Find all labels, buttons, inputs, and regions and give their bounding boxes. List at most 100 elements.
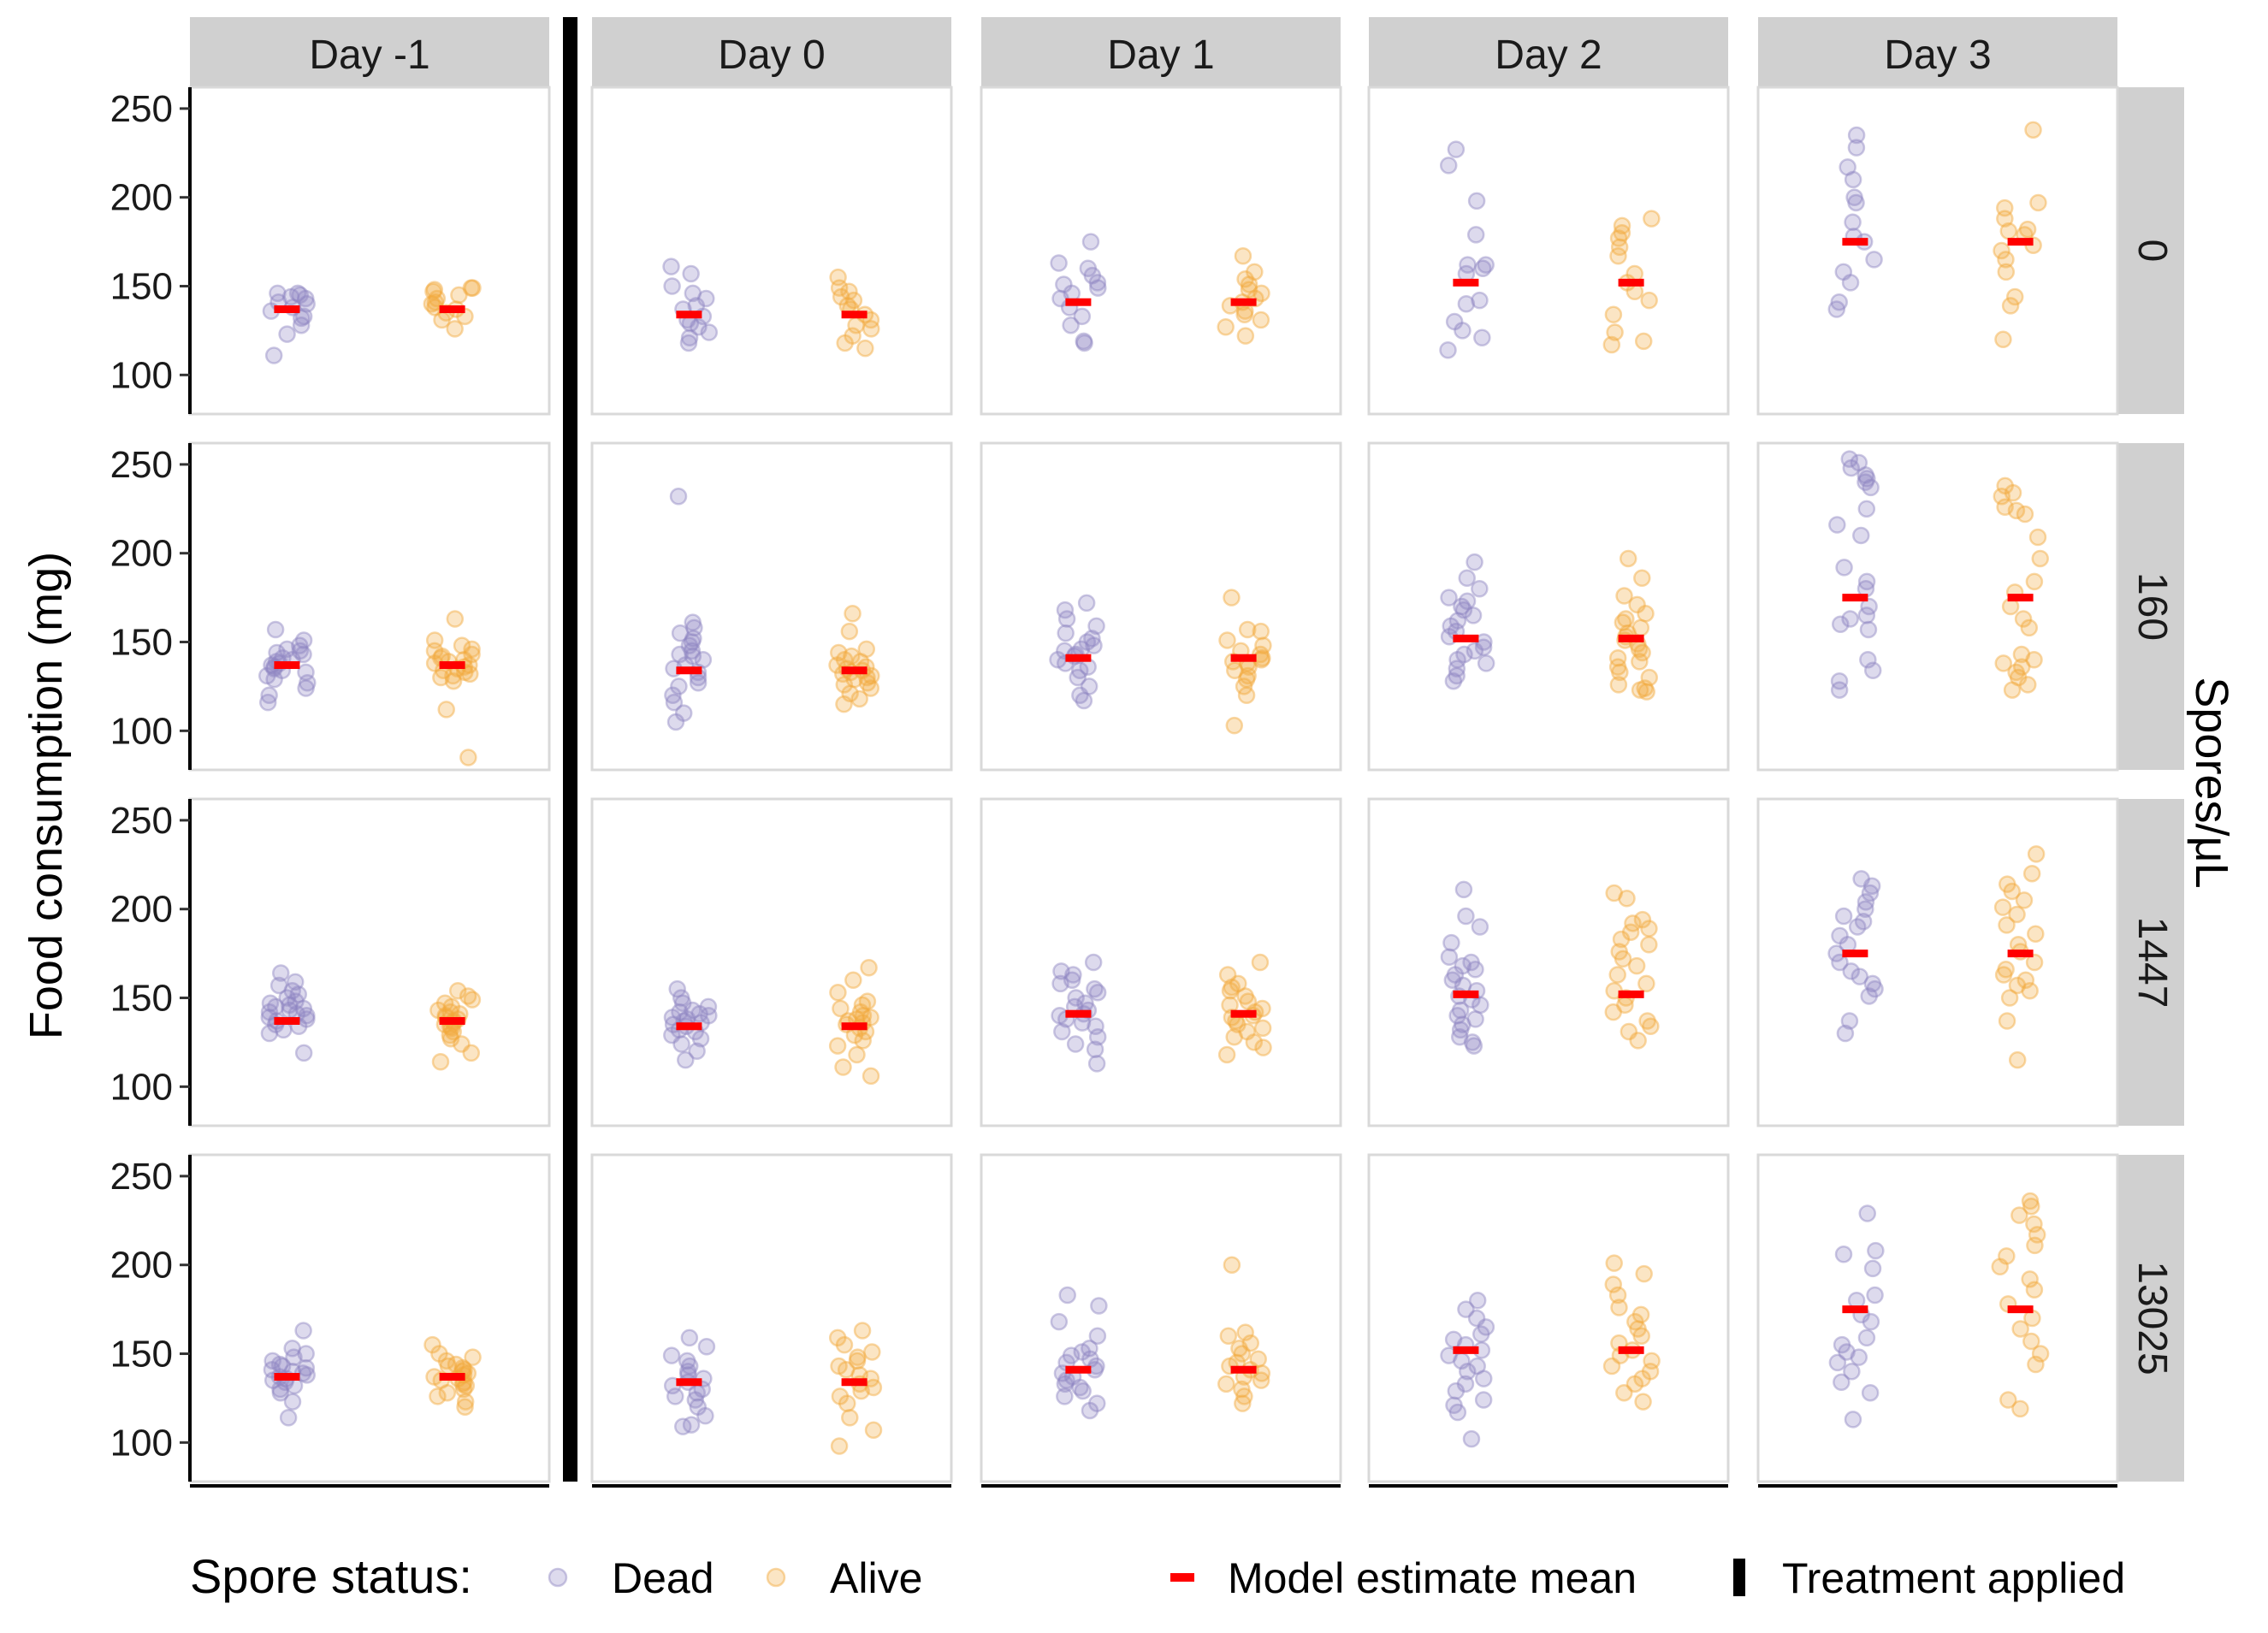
panel-frame — [1367, 1153, 1730, 1483]
alive-point — [423, 295, 441, 313]
model-mean-marker — [1842, 238, 1868, 246]
dead-point — [1834, 1245, 1853, 1263]
dead-point — [685, 618, 703, 637]
dead-point — [1447, 1382, 1466, 1400]
alive-point — [2008, 1050, 2027, 1069]
dead-point — [1830, 293, 1848, 311]
dead-point — [294, 645, 312, 664]
dead-point — [1471, 291, 1489, 310]
y-tick-label: 250 — [110, 1156, 173, 1198]
alive-point — [425, 281, 444, 299]
row-strip-label: 160 — [2129, 572, 2175, 641]
column-strip-label: Day -1 — [309, 33, 429, 78]
alive-point — [2018, 676, 2037, 694]
dead-point — [1850, 1348, 1868, 1366]
alive-point — [1637, 605, 1655, 623]
alive-point — [1608, 648, 1627, 667]
dead-point — [1066, 1035, 1085, 1053]
dead-point — [689, 1398, 708, 1417]
alive-point — [832, 287, 850, 306]
alive-point — [828, 1328, 847, 1347]
alive-point — [1624, 914, 1642, 932]
alive-point — [838, 1394, 856, 1412]
dead-point — [1477, 1318, 1495, 1336]
alive-point — [1240, 281, 1258, 299]
alive-point — [1633, 910, 1652, 929]
dead-point — [674, 704, 693, 722]
legend-dead-label: Dead — [612, 1554, 714, 1602]
dead-point — [1464, 606, 1483, 624]
y-tick-label: 200 — [110, 533, 173, 575]
alive-point — [1618, 890, 1636, 908]
model-mean-marker — [2007, 238, 2034, 246]
column-strip — [981, 17, 1341, 87]
dead-point — [666, 1387, 684, 1405]
alive-point — [2025, 651, 2043, 669]
alive-point — [1602, 1357, 1621, 1376]
dead-point — [1454, 322, 1472, 340]
alive-point — [1234, 246, 1252, 265]
alive-point — [1999, 1391, 2017, 1409]
dead-point — [1831, 926, 1849, 945]
dead-point — [1847, 193, 1865, 212]
dead-point — [1473, 328, 1491, 346]
alive-point — [1996, 498, 2014, 516]
dead-point — [1445, 1396, 1463, 1414]
alive-point — [2027, 845, 2046, 863]
alive-point — [450, 286, 468, 305]
alive-point — [2028, 528, 2047, 547]
alive-point — [848, 1045, 866, 1064]
alive-point — [438, 1383, 457, 1402]
dead-point — [1083, 266, 1102, 285]
dead-point — [1456, 1375, 1475, 1393]
alive-point — [2022, 1332, 2040, 1351]
alive-point — [1605, 1254, 1623, 1272]
alive-point — [2003, 882, 2021, 901]
alive-point — [1252, 1371, 1270, 1389]
y-tick-label: 250 — [110, 88, 173, 130]
dead-point — [1075, 332, 1093, 351]
alive-point — [1993, 898, 2012, 916]
dead-point — [697, 289, 715, 308]
dead-point — [1844, 213, 1862, 232]
dead-point — [291, 286, 309, 305]
column-strip — [190, 17, 549, 87]
dead-point — [1058, 1286, 1076, 1305]
dead-point — [1056, 1387, 1074, 1405]
alive-point — [1221, 981, 1240, 1000]
dead-point — [292, 316, 311, 334]
dead-point — [1056, 601, 1075, 619]
alive-point — [2011, 1399, 2029, 1418]
dead-point — [267, 997, 285, 1016]
alive-point — [829, 984, 847, 1002]
row-strip — [2117, 443, 2184, 770]
column-strip — [1369, 17, 1728, 87]
dead-point — [680, 1357, 699, 1376]
alive-point — [829, 268, 847, 287]
alive-point — [1249, 1350, 1267, 1368]
alive-point — [1613, 216, 1631, 235]
dead-point — [694, 651, 713, 669]
model-mean-marker — [1842, 594, 1868, 602]
dead-point — [1471, 579, 1489, 598]
dead-point — [1861, 884, 1880, 902]
dead-point — [287, 992, 305, 1010]
panel-frame — [980, 797, 1342, 1127]
dead-point — [1458, 569, 1476, 588]
alive-point — [1634, 332, 1653, 351]
dead-point — [671, 645, 689, 664]
alive-point — [1226, 661, 1244, 679]
dead-point — [663, 1026, 681, 1044]
alive-point — [1633, 1370, 1651, 1387]
dead-point — [298, 1007, 316, 1025]
alive-point — [1640, 935, 1658, 954]
alive-point — [835, 676, 854, 694]
dead-point — [1462, 1429, 1481, 1448]
dead-point — [680, 636, 699, 654]
model-mean-marker — [676, 1022, 702, 1031]
dead-point — [680, 328, 699, 346]
alive-point — [1637, 683, 1655, 701]
dead-point — [1857, 606, 1876, 624]
alive-point — [1254, 1038, 1272, 1056]
